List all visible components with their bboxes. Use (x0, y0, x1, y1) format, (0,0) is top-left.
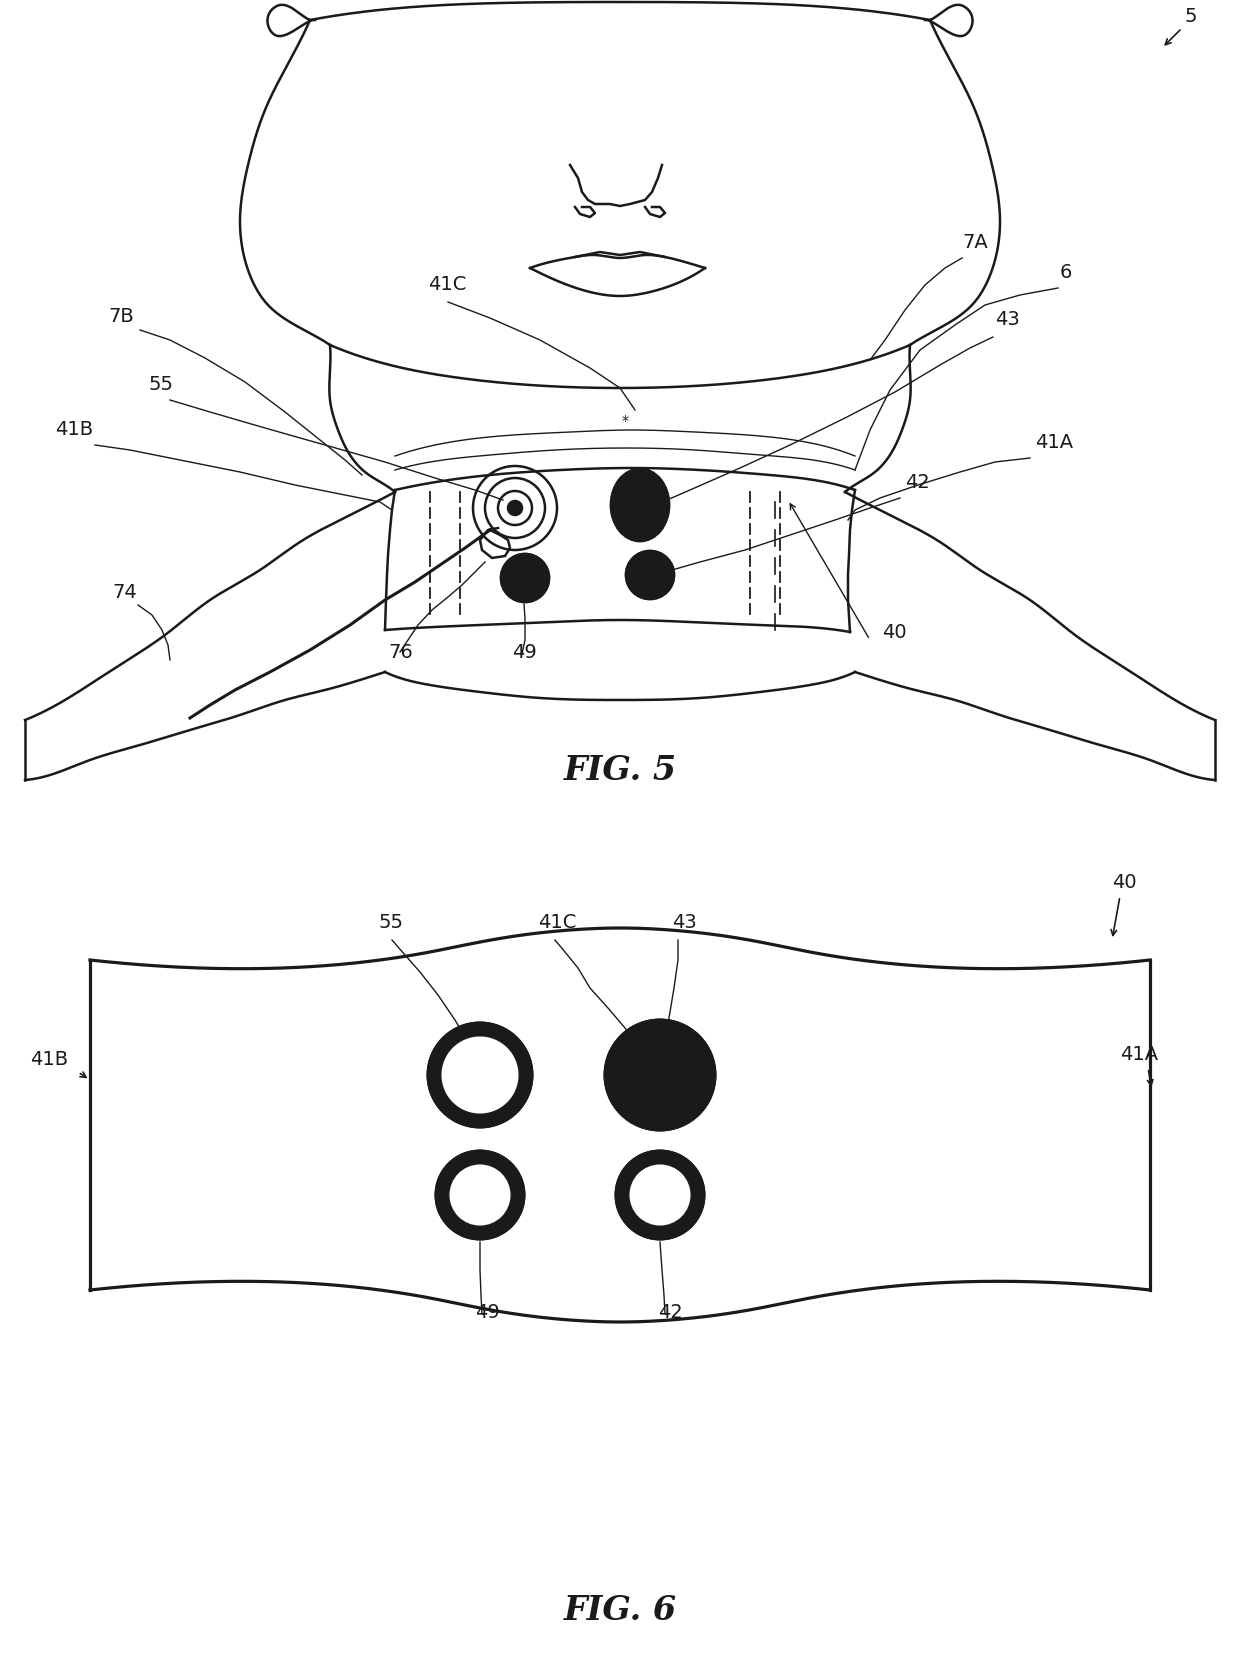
Text: 55: 55 (378, 913, 403, 931)
Text: 40: 40 (1112, 873, 1137, 893)
Text: 49: 49 (475, 1303, 500, 1322)
Text: 41A: 41A (1035, 434, 1073, 452)
Text: 7A: 7A (962, 233, 988, 251)
Text: 55: 55 (148, 375, 174, 394)
Circle shape (616, 1151, 704, 1240)
Text: 74: 74 (112, 583, 136, 601)
Text: 41A: 41A (1120, 1045, 1158, 1064)
Text: 40: 40 (882, 623, 906, 642)
Text: 76: 76 (388, 643, 413, 662)
Circle shape (627, 1162, 692, 1228)
Text: 41B: 41B (55, 420, 93, 439)
Circle shape (512, 564, 538, 591)
Text: 41C: 41C (538, 913, 577, 931)
Text: 43: 43 (994, 310, 1019, 328)
Ellipse shape (611, 469, 670, 541)
Circle shape (501, 554, 549, 601)
Text: 49: 49 (512, 643, 537, 662)
Text: 42: 42 (658, 1303, 683, 1322)
Circle shape (440, 1035, 520, 1116)
Text: 41B: 41B (30, 1050, 68, 1069)
Circle shape (448, 1162, 512, 1228)
Circle shape (508, 501, 522, 514)
Text: 42: 42 (905, 472, 930, 492)
Text: 43: 43 (672, 913, 697, 931)
Circle shape (428, 1023, 532, 1127)
Text: 7B: 7B (108, 307, 134, 327)
Text: FIG. 6: FIG. 6 (563, 1595, 677, 1626)
Text: 5: 5 (1185, 7, 1198, 27)
Circle shape (626, 551, 675, 600)
Circle shape (436, 1151, 525, 1240)
Text: FIG. 5: FIG. 5 (563, 754, 677, 787)
Circle shape (637, 563, 663, 588)
Text: 41C: 41C (428, 275, 466, 295)
Text: *: * (621, 414, 629, 429)
Circle shape (605, 1020, 715, 1131)
Text: 6: 6 (1060, 263, 1073, 281)
